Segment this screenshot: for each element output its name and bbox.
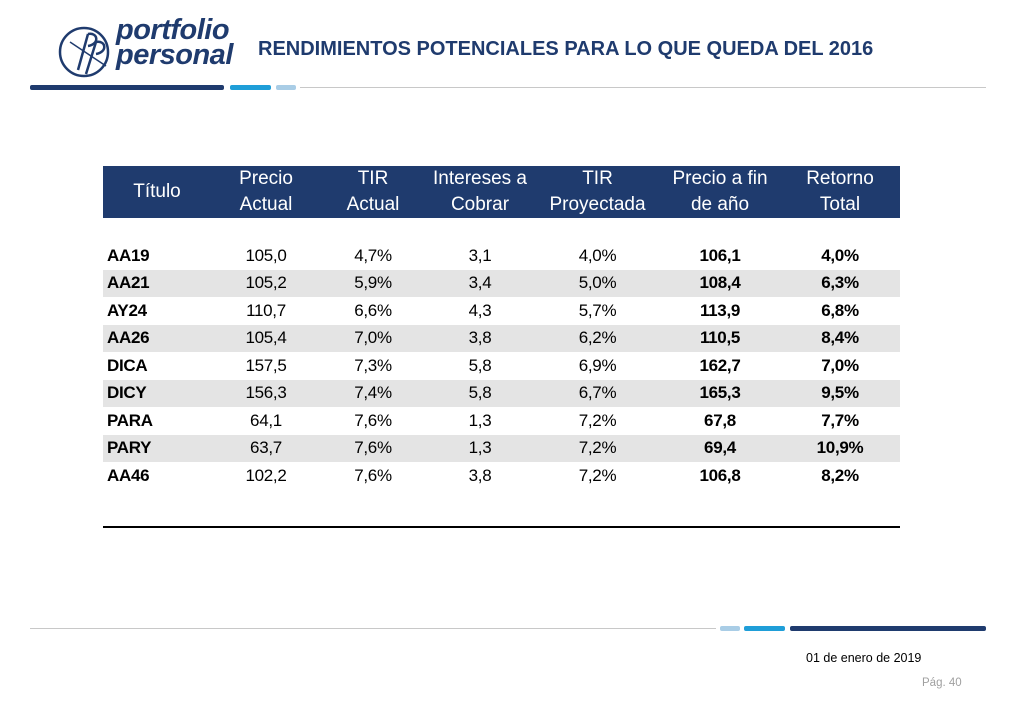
table-row: PARY 63,7 7,6% 1,3 7,2% 69,4 10,9%: [103, 434, 900, 462]
yield-table: Título Precio Actual TIR Actual Intereses …: [103, 166, 900, 528]
page-number: Pág. 40: [922, 677, 962, 689]
column-header-titulo: Título: [103, 166, 211, 218]
spacer-row: [103, 218, 900, 242]
table-row: AA26 105,4 7,0% 3,8 6,2% 110,5 8,4%: [103, 324, 900, 352]
column-header-retorno-total: Retorno Total: [780, 166, 900, 218]
column-header-precio-fin: Precio a fin de año: [660, 166, 780, 218]
table-row: AA21 105,2 5,9% 3,4 5,0% 108,4 6,3%: [103, 269, 900, 297]
company-logo: portfolio personal: [56, 16, 233, 80]
header-rule-light: [276, 85, 296, 90]
table-row: AA19 105,0 4,7% 3,1 4,0% 106,1 4,0%: [107, 245, 859, 265]
logo-line2: personal: [116, 39, 233, 71]
footer-date: 01 de enero de 2019: [806, 651, 922, 665]
header-rule-navy: [30, 85, 224, 90]
table-row: PARA 64,1 7,6% 1,3 7,2% 67,8 7,7%: [107, 410, 859, 430]
table-row: AA46 102,2 7,6% 3,8 7,2% 106,8 8,2%: [107, 465, 859, 485]
table-row: DICA 157,5 7,3% 5,8 6,9% 162,7 7,0%: [107, 355, 859, 375]
footer-rule-blue: [744, 626, 785, 631]
column-header-intereses: Intereses a Cobrar: [425, 166, 535, 218]
table-header-row: Título Precio Actual TIR Actual Intereses …: [103, 166, 900, 218]
page-title: RENDIMIENTOS POTENCIALES PARA LO QUE QUE…: [258, 38, 874, 60]
footer-rule-thin: [30, 628, 716, 629]
footer-rule-light: [720, 626, 740, 631]
footer-rule-navy: [790, 626, 986, 631]
pp-monogram-icon: [58, 26, 110, 78]
table-row: AY24 110,7 6,6% 4,3 5,7% 113,9 6,8%: [107, 300, 859, 320]
column-header-tir-proyectada: TIR Proyectada: [535, 166, 660, 218]
table-row: DICY 156,3 7,4% 5,8 6,7% 165,3 9,5%: [103, 379, 900, 407]
header-rule-blue: [230, 85, 271, 90]
logo-line1: portfolio: [116, 14, 230, 46]
header-rule-thin: [300, 87, 986, 88]
logo-wordmark: portfolio personal: [116, 14, 233, 71]
column-header-tir-actual: TIR Actual: [321, 166, 425, 218]
column-header-precio-actual: Precio Actual: [211, 166, 321, 218]
table-bottom-rule: [103, 489, 900, 528]
